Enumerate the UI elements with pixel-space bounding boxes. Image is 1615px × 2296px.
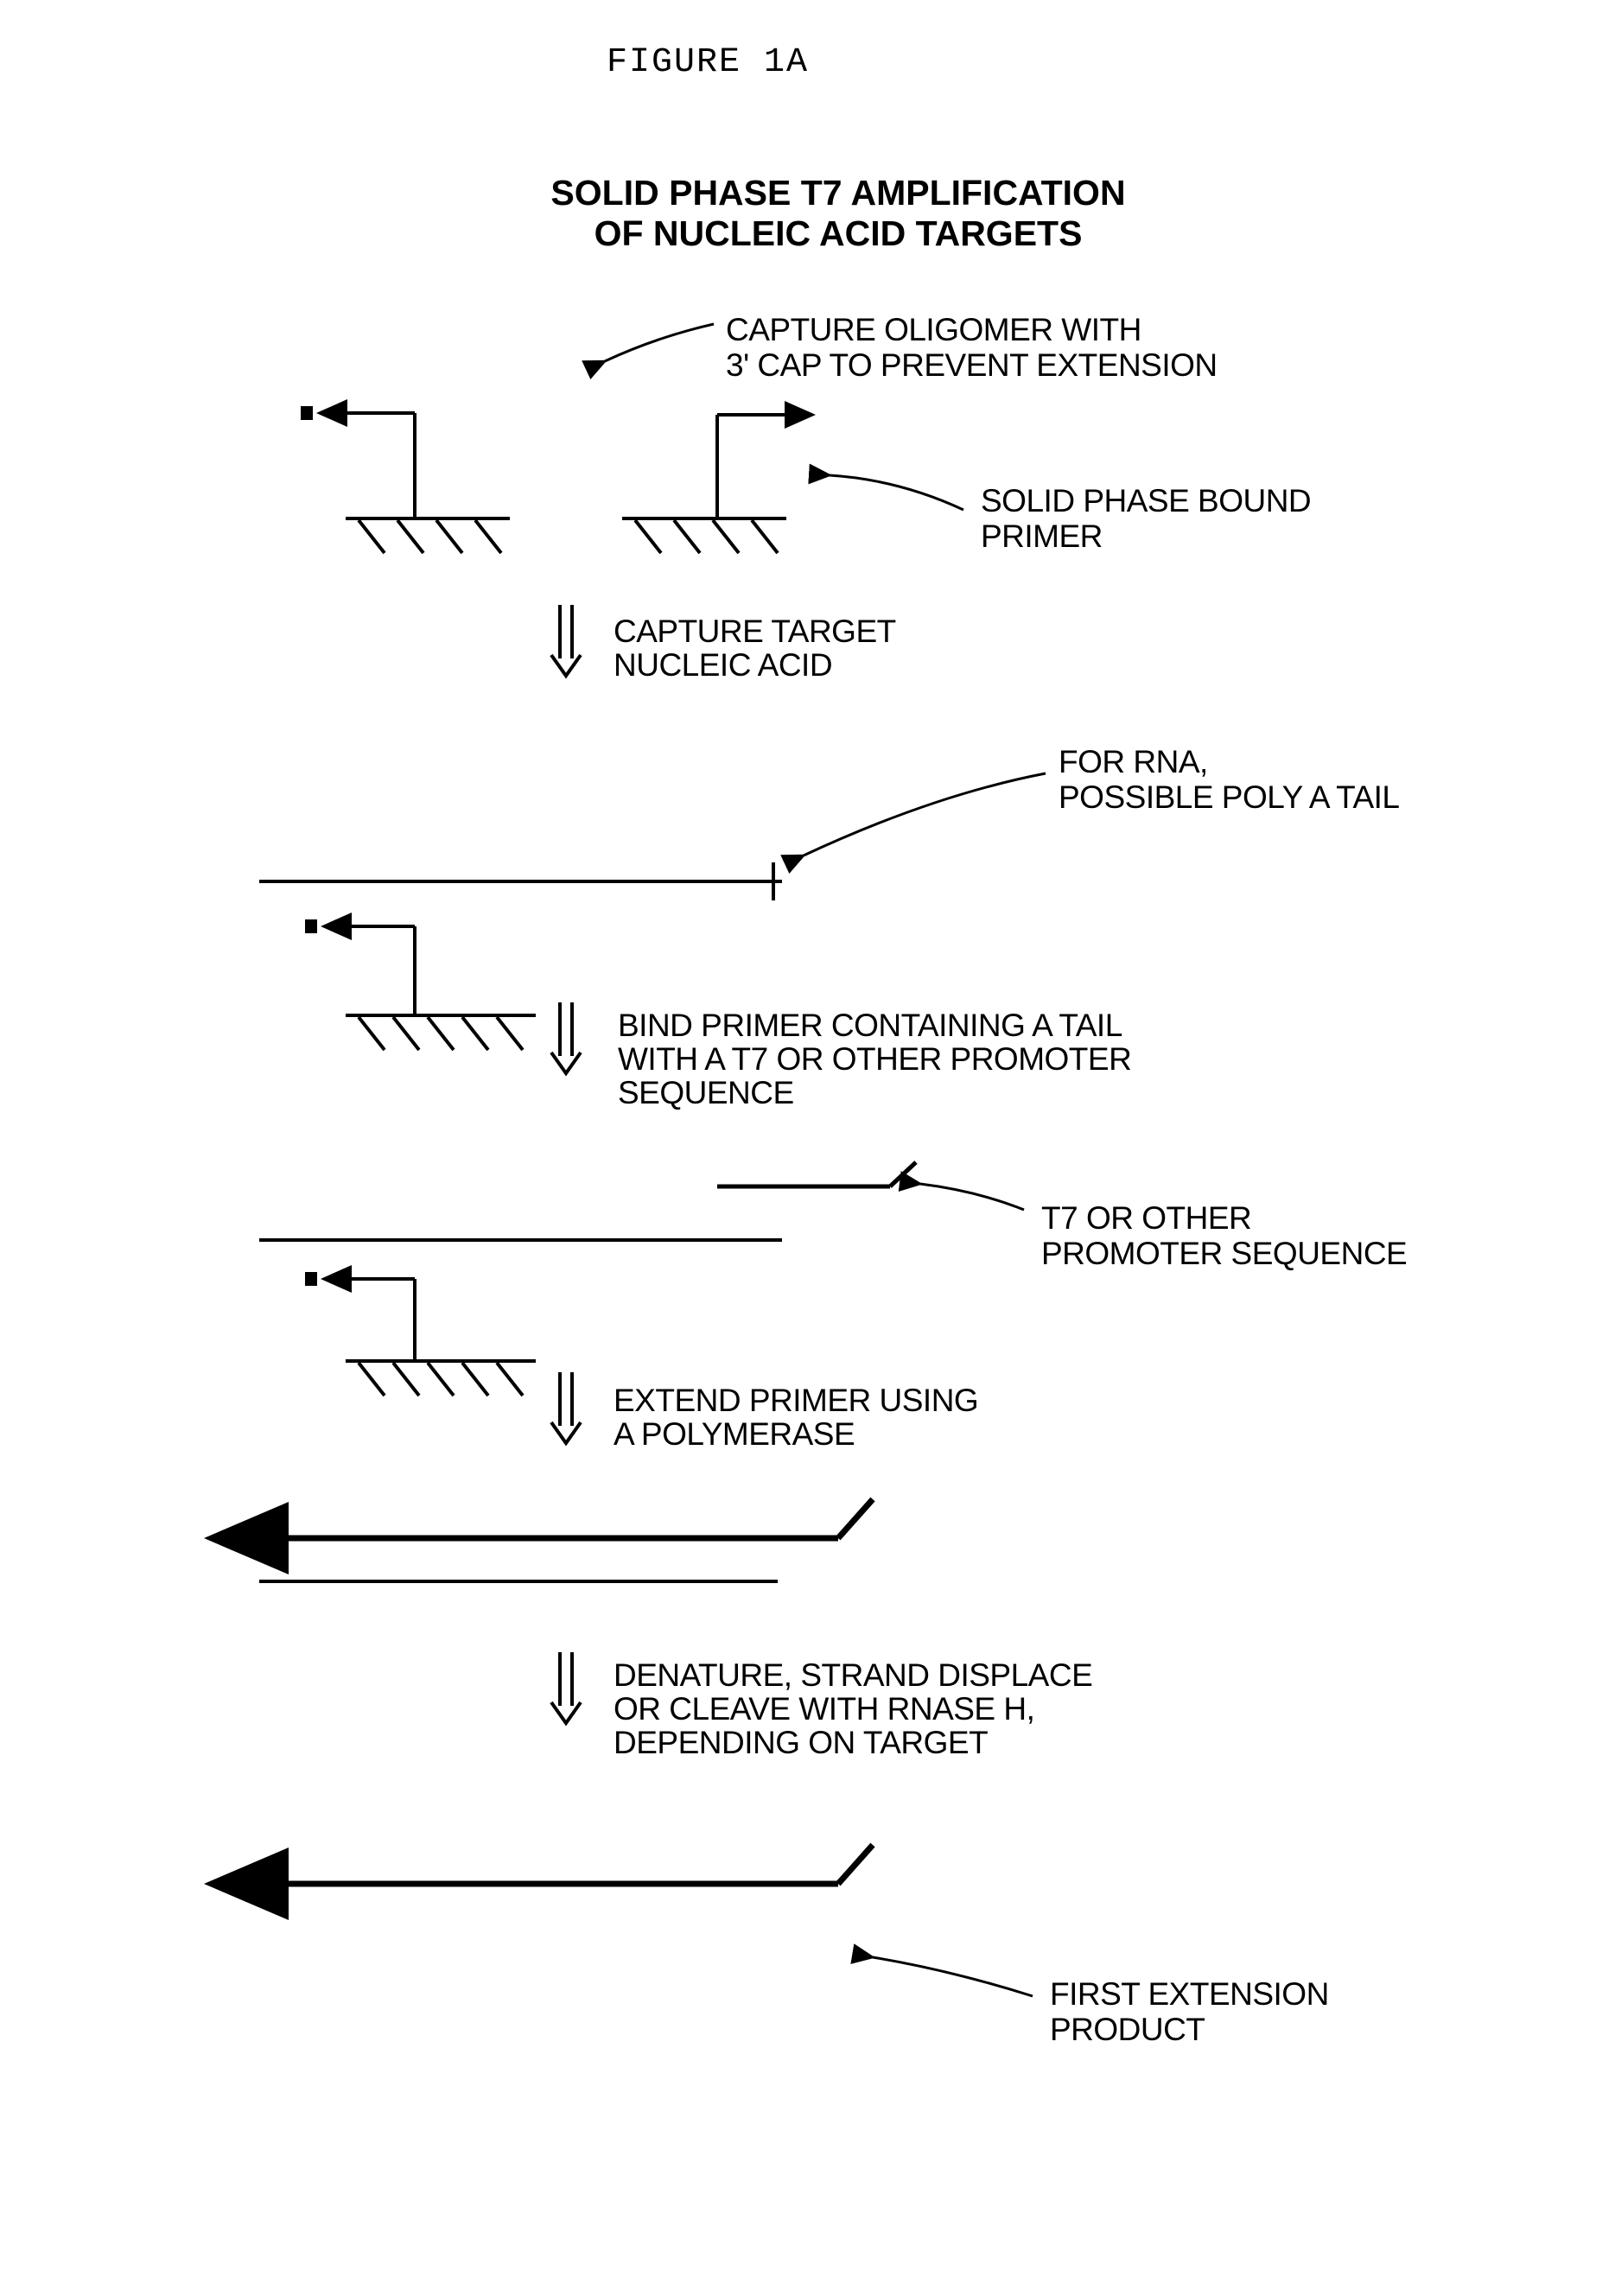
step-arrow-3 — [551, 1372, 581, 1443]
step-arrow-2 — [551, 1002, 581, 1073]
step-arrow-1 — [551, 605, 581, 676]
panel-4 — [259, 1499, 873, 1581]
step-arrow-4 — [551, 1652, 581, 1723]
panel-5 — [277, 1845, 1033, 1996]
panel-2 — [259, 773, 1046, 1050]
diagram-svg — [0, 0, 1615, 2296]
panel-1 — [301, 324, 963, 553]
panel-3 — [259, 1162, 1024, 1396]
